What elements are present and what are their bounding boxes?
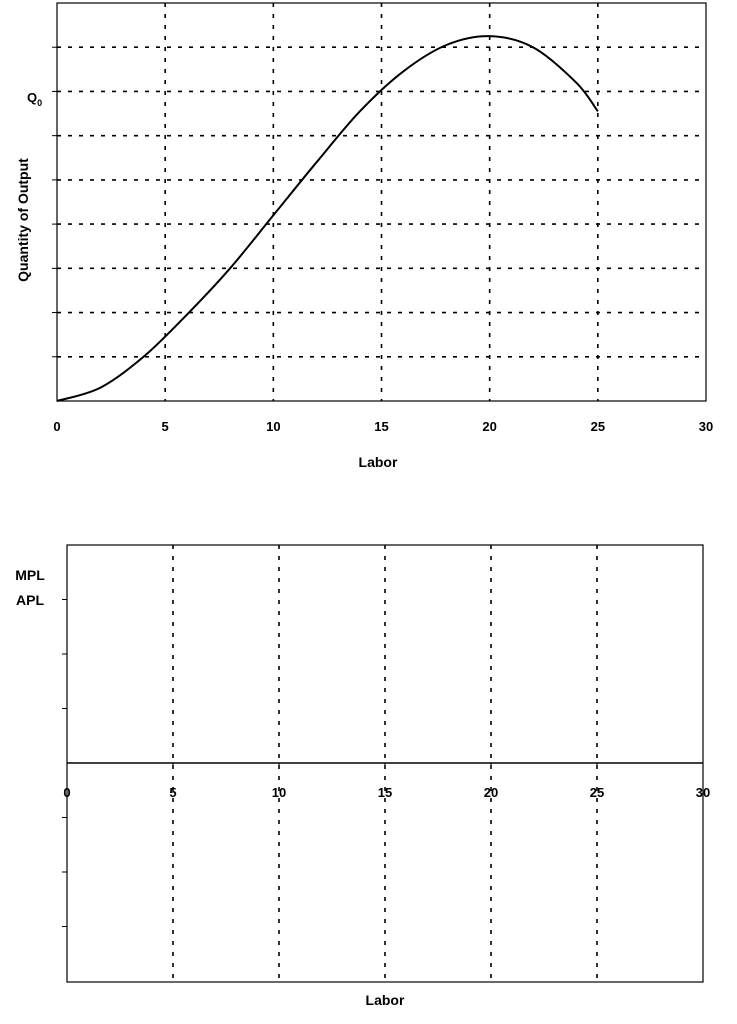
mpl-apl-chart-y-ticks (62, 599, 67, 927)
mpl-apl-chart: 0 5 10 15 20 25 30 MPL APL Labor (15, 544, 710, 1008)
x-tick-label: 10 (272, 785, 286, 800)
x-tick-label: 10 (266, 419, 280, 434)
output-chart-grid (57, 3, 706, 401)
x-tick-label: 0 (63, 785, 70, 800)
x-tick-label: 25 (591, 419, 605, 434)
mpl-apl-chart-x-axis-label: Labor (366, 992, 405, 1008)
output-chart: 0 5 10 15 20 25 30 Quantity of Output Q0 Labor (15, 2, 713, 470)
total-product-curve (56, 35, 599, 402)
x-tick-label: 20 (482, 419, 496, 434)
output-chart-frame (56, 2, 707, 402)
output-chart-x-axis-label: Labor (359, 454, 398, 470)
x-tick-label: 15 (378, 785, 392, 800)
output-chart-y-ticks (52, 46, 57, 358)
mpl-apl-chart-x-tick-labels: 0 5 10 15 20 25 30 (63, 785, 710, 800)
output-chart-x-tick-labels: 0 5 10 15 20 25 30 (53, 419, 713, 434)
x-tick-label: 30 (696, 785, 710, 800)
x-tick-label: 25 (590, 785, 604, 800)
x-tick-label: 5 (169, 785, 176, 800)
mpl-label: MPL (15, 567, 45, 583)
q0-annotation: Q0 (27, 90, 42, 108)
x-tick-label: 15 (374, 419, 388, 434)
x-tick-label: 5 (162, 419, 169, 434)
x-tick-label: 0 (53, 419, 60, 434)
x-tick-label: 20 (484, 785, 498, 800)
x-tick-label: 30 (699, 419, 713, 434)
output-chart-y-axis-label: Quantity of Output (15, 158, 31, 282)
apl-label: APL (16, 592, 44, 608)
